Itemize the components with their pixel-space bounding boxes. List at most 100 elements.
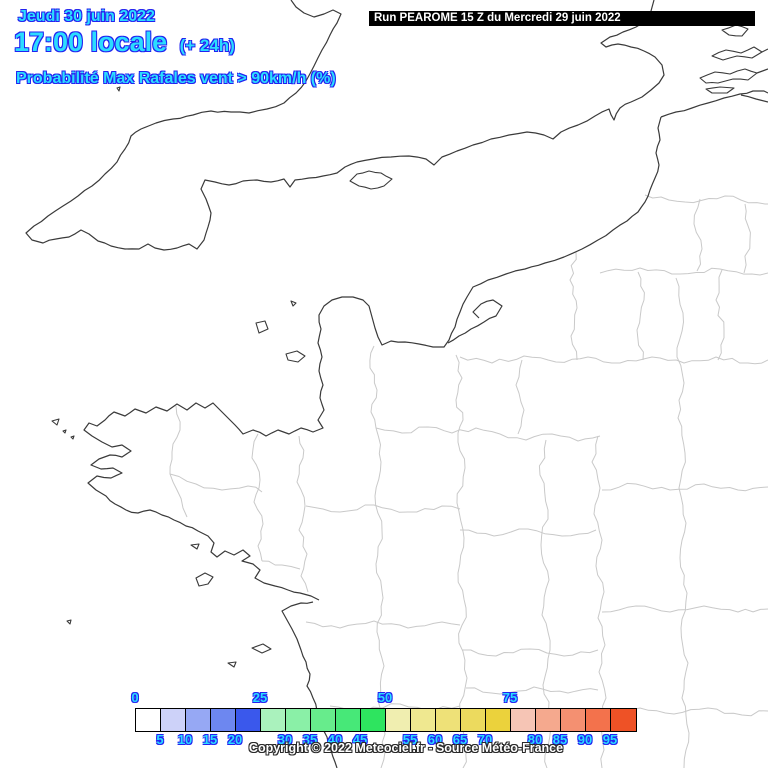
scale-cell-0 [136, 709, 161, 731]
scale-cell-70 [486, 709, 511, 731]
england-coast [25, 0, 665, 251]
scale-cell-80 [536, 709, 561, 731]
department-border-15 [515, 359, 525, 435]
scale-tick-95: 95 [602, 732, 618, 747]
department-border-25 [462, 648, 599, 657]
scale-tick-45: 45 [352, 732, 368, 747]
scale-tick-15: 15 [202, 732, 218, 747]
islet-2 [70, 435, 75, 440]
isle-of-wight [349, 170, 393, 190]
scale-cell-65 [461, 709, 486, 731]
scale-cell-95 [611, 709, 636, 731]
department-border-8 [499, 433, 601, 442]
scale-tick-10: 10 [177, 732, 193, 747]
scale-tick-65: 65 [452, 732, 468, 747]
scale-cell-25 [261, 709, 286, 731]
delta-island-2 [711, 46, 763, 61]
scale-tick-85: 85 [552, 732, 568, 747]
scale-cell-15 [211, 709, 236, 731]
forecast-date: Jeudi 30 juin 2022 [18, 8, 155, 25]
scale-tick-55: 55 [402, 732, 418, 747]
belle-ile [195, 572, 214, 587]
department-border-17 [644, 194, 768, 205]
scale-tick-0: 0 [131, 690, 139, 705]
department-border-28 [465, 686, 599, 695]
department-border-22 [459, 528, 597, 537]
scale-tick-50: 50 [377, 690, 393, 705]
scale-cell-35 [311, 709, 336, 731]
scale-cell-60 [436, 709, 461, 731]
alderney [290, 300, 297, 307]
islet-3 [66, 619, 72, 625]
department-border-31 [569, 251, 578, 361]
scale-cell-30 [286, 709, 311, 731]
scale-tick-5: 5 [156, 732, 164, 747]
ouessant [51, 418, 60, 426]
delta-channel-2 [761, 48, 768, 53]
department-border-6 [375, 426, 501, 435]
france-west-coast [281, 601, 338, 768]
scale-cell-75 [511, 709, 536, 731]
scale-tick-75: 75 [502, 690, 518, 705]
forecast-hour-offset: (+ 24h) [179, 36, 235, 55]
lundy [116, 86, 121, 92]
scale-tick-30: 30 [277, 732, 293, 747]
delta-island-3 [721, 24, 749, 37]
scale-cell-55 [411, 709, 436, 731]
jersey [285, 350, 306, 363]
groix [190, 543, 200, 550]
scale-tick-60: 60 [427, 732, 443, 747]
scale-cell-85 [561, 709, 586, 731]
guernsey [255, 320, 269, 334]
scale-cell-20 [236, 709, 261, 731]
walcheren [705, 86, 735, 94]
department-border-24 [305, 620, 461, 629]
department-border-30 [743, 203, 751, 274]
department-border-26 [601, 605, 768, 613]
scale-tick-90: 90 [577, 732, 593, 747]
scale-cell-5 [161, 709, 186, 731]
department-border-16 [599, 267, 768, 276]
department-border-19 [636, 271, 645, 361]
scale-cell-45 [361, 709, 386, 731]
seine-river [447, 299, 503, 344]
scale-cell-10 [186, 709, 211, 731]
variable-title: Probabilité Max Rafales vent > 90km/h (%… [16, 70, 336, 87]
department-border-20 [715, 269, 725, 361]
delta-island-1 [699, 68, 758, 84]
scale-tick-25: 25 [252, 690, 268, 705]
scale-tick-80: 80 [527, 732, 543, 747]
scale-tick-70: 70 [477, 732, 493, 747]
department-border-3 [296, 435, 309, 593]
noirmoutier [251, 643, 272, 654]
department-border-4 [261, 560, 301, 570]
department-border-7 [455, 354, 464, 434]
forecast-local-time: 17:00 locale [14, 27, 168, 57]
scale-tick-20: 20 [227, 732, 243, 747]
department-border-0 [169, 405, 188, 518]
department-border-21 [305, 504, 461, 513]
france-north-coast [83, 116, 662, 601]
scale-tick-40: 40 [327, 732, 343, 747]
scale-cell-50 [386, 709, 411, 731]
scale-cell-90 [586, 709, 611, 731]
delta-channel-1 [756, 68, 768, 74]
department-border-23 [601, 482, 768, 492]
scheldt-estuary [740, 94, 768, 103]
scale-tick-35: 35 [302, 732, 318, 747]
forecast-time-row: 17:00 locale (+ 24h) [14, 27, 414, 58]
department-border-18 [693, 198, 703, 272]
department-border-13 [675, 277, 690, 768]
copyright-line: Copyright © 2022 Meteociel.fr - Source M… [248, 741, 564, 755]
model-run-banner: Run PEAROME 15 Z du Mercredi 29 juin 202… [369, 11, 755, 26]
department-border-14 [459, 355, 768, 365]
scale-cell-40 [336, 709, 361, 731]
department-border-5 [369, 345, 378, 429]
probability-color-scale: 0 25 50 75 5 10 15 20 30 35 40 45 55 60 65 70 80 85 90 95 [131, 690, 645, 750]
ile-d-yeu [227, 661, 237, 668]
scale-color-bar [135, 708, 637, 732]
department-border-2 [251, 433, 264, 562]
department-border-1 [169, 473, 263, 493]
